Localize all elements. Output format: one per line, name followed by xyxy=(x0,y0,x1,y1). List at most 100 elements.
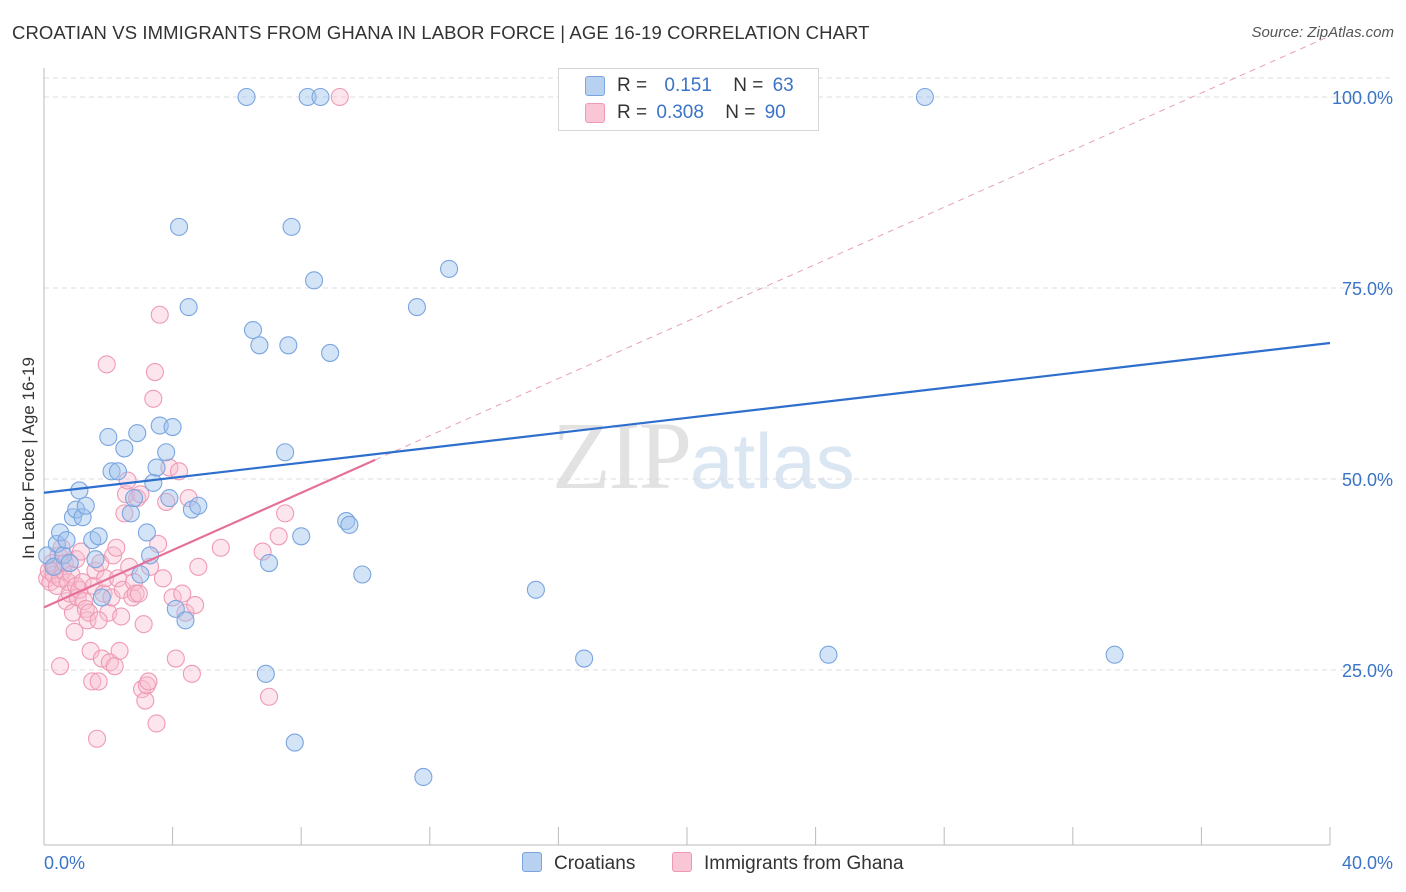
point-croatians xyxy=(67,500,86,519)
point-croatians xyxy=(243,320,263,340)
bottom-legend-ghana: Immigrants from Ghana xyxy=(672,852,904,875)
point-croatians xyxy=(169,217,189,236)
point-ghana xyxy=(186,596,205,615)
point-ghana xyxy=(144,389,163,408)
legend-r-label: R = xyxy=(617,102,648,123)
point-croatians xyxy=(819,645,838,664)
point-croatians xyxy=(54,546,73,565)
point-croatians xyxy=(86,550,105,569)
legend-swatch-ghana xyxy=(585,103,605,123)
point-croatians xyxy=(102,462,121,481)
point-ghana xyxy=(75,592,94,611)
bottom-legend-label-croatians: Croatians xyxy=(554,853,636,874)
legend-n-value: 90 xyxy=(764,102,786,123)
point-croatians xyxy=(176,611,195,630)
point-croatians xyxy=(121,504,140,523)
point-ghana xyxy=(83,672,102,691)
point-ghana xyxy=(115,504,134,523)
point-croatians xyxy=(92,588,111,607)
point-ghana xyxy=(55,553,74,573)
point-croatians xyxy=(141,546,160,565)
point-croatians xyxy=(305,271,324,290)
point-croatians xyxy=(259,553,279,573)
bottom-legend-croatians: Croatians xyxy=(522,852,635,875)
source-label: Source: ZipAtlas.com xyxy=(1251,24,1394,41)
point-ghana xyxy=(105,657,124,676)
point-croatians xyxy=(440,259,459,278)
point-croatians xyxy=(353,565,372,584)
watermark-atlas: atlas xyxy=(690,417,855,505)
point-ghana xyxy=(89,672,108,691)
legend-r-value: 0.308 xyxy=(656,102,704,123)
legend: R = 0.151 N = 63 R = 0.308 N = 90 xyxy=(558,68,819,131)
point-croatians xyxy=(250,336,269,355)
point-ghana xyxy=(163,588,182,607)
y-tick-label: 75.0% xyxy=(1342,279,1393,299)
point-ghana xyxy=(97,355,116,374)
point-ghana xyxy=(118,471,137,490)
point-ghana xyxy=(124,573,144,592)
bottom-legend-swatch-croatians xyxy=(522,852,542,872)
point-croatians xyxy=(160,489,179,508)
point-ghana xyxy=(89,611,108,630)
point-ghana xyxy=(134,615,153,634)
x-tick-label: 40.0% xyxy=(1342,853,1393,873)
point-ghana xyxy=(87,729,107,748)
point-croatians xyxy=(137,523,156,542)
point-croatians xyxy=(57,531,76,550)
point-croatians xyxy=(60,553,79,573)
point-croatians xyxy=(108,462,127,481)
point-ghana xyxy=(160,458,179,477)
point-croatians xyxy=(237,87,256,107)
point-ghana xyxy=(330,87,349,107)
trend-line-croatians xyxy=(43,341,1331,494)
point-croatians xyxy=(915,87,934,107)
point-ghana xyxy=(139,672,158,691)
point-ghana xyxy=(79,603,99,622)
legend-n-label: N = xyxy=(725,102,756,123)
point-croatians xyxy=(115,439,134,458)
legend-swatch-croatians xyxy=(585,76,605,96)
point-ghana xyxy=(145,362,164,382)
point-croatians xyxy=(285,733,304,752)
point-croatians xyxy=(311,87,330,107)
point-croatians xyxy=(321,343,340,362)
y-tick-label: 50.0% xyxy=(1342,470,1393,490)
point-croatians xyxy=(292,527,311,546)
point-croatians xyxy=(99,427,118,447)
point-ghana xyxy=(112,607,131,626)
point-croatians xyxy=(340,515,359,534)
point-croatians xyxy=(298,87,317,107)
legend-r-label: R = xyxy=(617,75,648,96)
point-croatians xyxy=(144,473,163,492)
point-croatians xyxy=(279,336,298,355)
legend-n-value: 63 xyxy=(772,75,794,96)
point-ghana xyxy=(147,714,166,733)
point-croatians xyxy=(414,767,433,787)
bottom-legend-swatch-ghana xyxy=(672,852,692,872)
point-croatians xyxy=(157,443,176,462)
point-ghana xyxy=(51,657,70,676)
point-croatians xyxy=(147,458,166,477)
x-tick-label: 0.0% xyxy=(44,853,85,873)
y-tick-label: 25.0% xyxy=(1342,661,1393,681)
trend-line-ghana-extension xyxy=(374,35,1331,461)
point-croatians xyxy=(128,424,147,443)
point-ghana xyxy=(150,305,169,324)
point-croatians xyxy=(407,298,426,317)
bottom-legend-label-ghana: Immigrants from Ghana xyxy=(704,853,904,874)
point-ghana xyxy=(166,649,185,668)
point-croatians xyxy=(163,417,182,437)
point-croatians xyxy=(179,298,198,317)
point-ghana xyxy=(259,687,279,706)
point-ghana xyxy=(189,557,208,576)
legend-n-label: N = xyxy=(733,75,764,96)
point-croatians xyxy=(124,489,144,508)
point-croatians xyxy=(575,649,594,668)
point-ghana xyxy=(173,584,192,603)
y-tick-label: 100.0% xyxy=(1332,88,1393,108)
point-croatians xyxy=(526,580,545,599)
point-croatians xyxy=(70,481,89,500)
trend-line-ghana xyxy=(43,458,376,609)
